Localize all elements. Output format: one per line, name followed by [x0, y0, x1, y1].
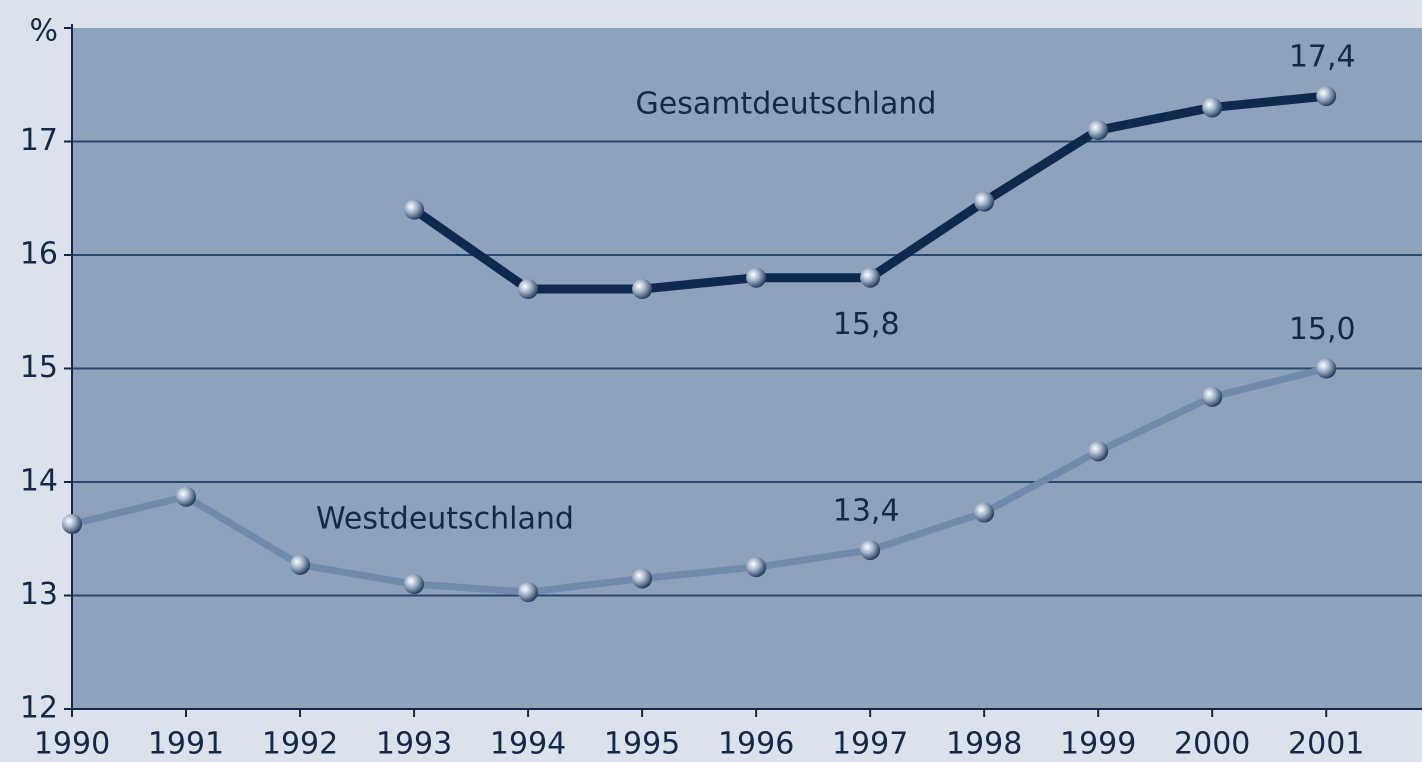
data-point: [1088, 120, 1109, 141]
data-label: 15,0: [1289, 312, 1356, 347]
data-point: [746, 267, 767, 288]
data-point: [1202, 97, 1223, 118]
x-tick-label: 1992: [262, 727, 338, 762]
data-point: [860, 267, 881, 288]
series-line: [71, 365, 1328, 596]
data-point: [404, 574, 425, 595]
data-point: [404, 199, 425, 220]
data-point: [518, 279, 539, 300]
series-label: Westdeutschland: [316, 502, 574, 537]
data-label: 15,8: [833, 307, 900, 342]
data-point: [1316, 86, 1337, 107]
y-tick-label: 15: [20, 350, 58, 385]
data-point: [518, 582, 539, 603]
series-label: Gesamtdeutschland: [636, 87, 937, 122]
data-label: 13,4: [833, 494, 900, 529]
data-point: [62, 513, 82, 534]
x-tick-label: 1996: [718, 727, 794, 762]
x-tick-label: 1995: [604, 727, 680, 762]
y-tick-label: 14: [20, 464, 58, 499]
x-tick-label: 2001: [1288, 727, 1364, 762]
data-point: [290, 554, 311, 575]
data-point: [1088, 441, 1109, 462]
x-tick-label: 1994: [490, 727, 566, 762]
y-tick-label: 16: [20, 237, 58, 272]
x-tick-label: 1997: [832, 727, 908, 762]
data-label: 17,4: [1289, 40, 1356, 75]
data-point: [974, 502, 995, 523]
x-tick-label: 1993: [376, 727, 452, 762]
x-tick-label: 1998: [946, 727, 1022, 762]
y-tick-label: 17: [20, 123, 58, 158]
x-tick-label: 1991: [148, 727, 224, 762]
x-tick-label: 2000: [1174, 727, 1250, 762]
data-point: [860, 540, 881, 561]
x-tick-label: 1990: [34, 727, 110, 762]
data-point: [746, 557, 767, 578]
y-tick-label: 13: [20, 577, 58, 612]
data-point: [974, 191, 995, 212]
data-point: [632, 279, 653, 300]
y-tick-label: %: [29, 14, 58, 49]
data-point: [1202, 386, 1223, 407]
data-point: [176, 486, 197, 507]
y-tick-label: 12: [20, 691, 58, 726]
x-tick-label: 1999: [1060, 727, 1136, 762]
data-point: [1316, 358, 1337, 379]
data-point: [632, 568, 653, 589]
